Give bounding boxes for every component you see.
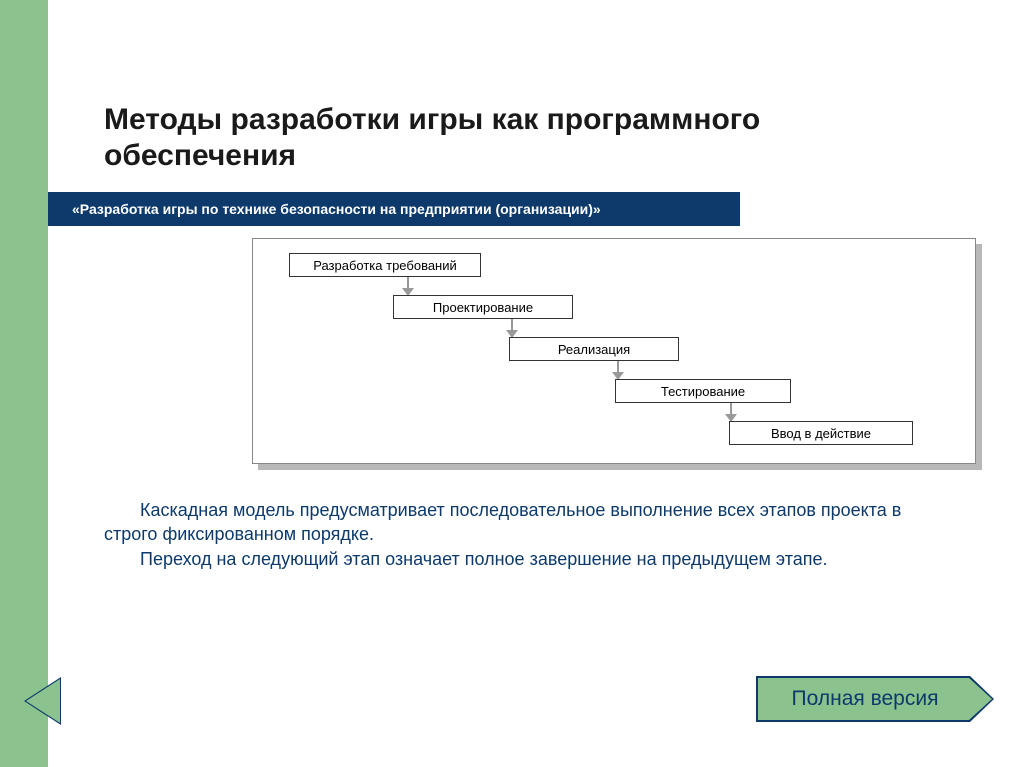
subtitle-text: «Разработка игры по технике безопасности…: [72, 201, 601, 217]
full-version-button[interactable]: Полная версия: [756, 676, 994, 722]
stage-box: Реализация: [509, 337, 679, 361]
page-title: Методы разработки игры как программного …: [104, 102, 804, 174]
stage-box: Тестирование: [615, 379, 791, 403]
stage-box: Ввод в действие: [729, 421, 913, 445]
full-version-label: Полная версия: [756, 676, 974, 722]
stage-box: Проектирование: [393, 295, 573, 319]
subtitle-bar: «Разработка игры по технике безопасности…: [48, 192, 740, 226]
waterfall-diagram: Разработка требований Проектирование Реали…: [252, 238, 982, 472]
diagram-container: Разработка требований Проектирование Реали…: [252, 238, 976, 464]
stage-box: Разработка требований: [289, 253, 481, 277]
paragraph-1: Каскадная модель предусматривает последо…: [104, 498, 942, 547]
left-accent-bar: [0, 0, 48, 767]
back-button[interactable]: [26, 679, 60, 723]
body-text: Каскадная модель предусматривает последо…: [104, 498, 942, 571]
paragraph-2: Переход на следующий этап означает полно…: [104, 547, 942, 571]
